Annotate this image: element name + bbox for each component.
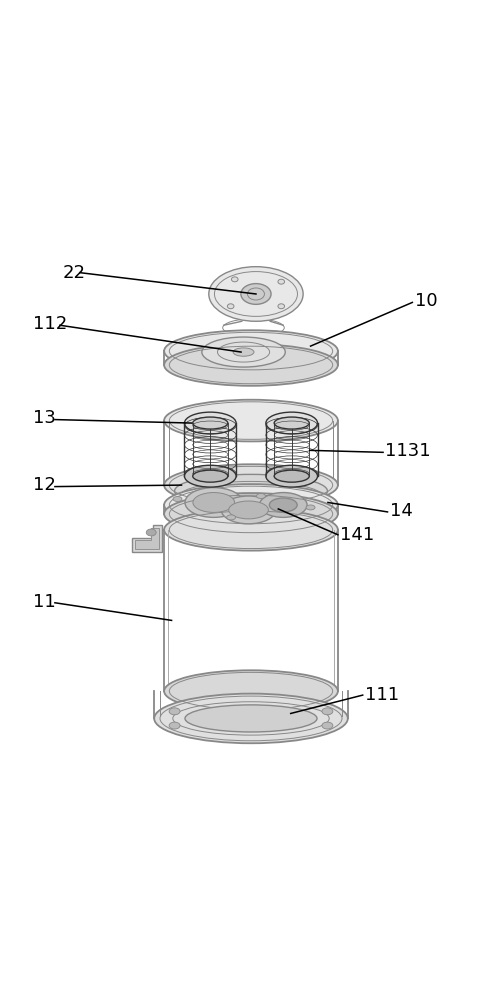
Ellipse shape (228, 501, 268, 519)
Ellipse shape (164, 400, 337, 441)
Ellipse shape (184, 465, 235, 487)
Text: 10: 10 (414, 292, 436, 310)
Ellipse shape (192, 417, 227, 429)
Ellipse shape (164, 344, 337, 386)
Ellipse shape (184, 705, 317, 732)
Ellipse shape (231, 277, 237, 282)
Ellipse shape (226, 515, 235, 520)
Ellipse shape (164, 484, 337, 526)
Ellipse shape (278, 279, 284, 284)
Ellipse shape (266, 465, 317, 487)
Ellipse shape (169, 722, 180, 729)
Ellipse shape (208, 267, 303, 321)
Ellipse shape (221, 496, 275, 524)
Ellipse shape (146, 529, 156, 536)
Polygon shape (135, 528, 158, 549)
Ellipse shape (169, 708, 180, 715)
Ellipse shape (259, 493, 307, 517)
Ellipse shape (227, 304, 233, 309)
Polygon shape (132, 525, 161, 552)
Ellipse shape (232, 348, 254, 356)
Ellipse shape (173, 497, 182, 501)
Ellipse shape (184, 488, 242, 517)
Ellipse shape (269, 498, 297, 512)
Ellipse shape (274, 470, 309, 482)
Text: 14: 14 (389, 502, 412, 520)
Ellipse shape (201, 337, 285, 367)
Text: 1131: 1131 (384, 442, 430, 460)
Ellipse shape (192, 470, 227, 482)
Ellipse shape (154, 694, 347, 743)
Ellipse shape (306, 505, 315, 510)
Ellipse shape (321, 722, 332, 729)
Ellipse shape (278, 304, 284, 309)
Ellipse shape (321, 708, 332, 715)
Ellipse shape (256, 494, 265, 499)
Ellipse shape (274, 417, 309, 429)
Text: 141: 141 (340, 526, 374, 544)
Ellipse shape (240, 284, 271, 304)
Ellipse shape (164, 464, 337, 506)
Ellipse shape (164, 509, 337, 551)
Text: 11: 11 (33, 593, 55, 611)
Ellipse shape (164, 493, 337, 535)
Text: 13: 13 (33, 409, 55, 427)
Text: 111: 111 (364, 686, 398, 704)
Text: 12: 12 (33, 476, 55, 494)
Ellipse shape (184, 412, 235, 434)
Ellipse shape (174, 474, 327, 508)
Text: 22: 22 (62, 264, 85, 282)
Ellipse shape (266, 412, 317, 434)
Text: 112: 112 (33, 315, 67, 333)
Ellipse shape (164, 330, 337, 372)
Ellipse shape (164, 670, 337, 712)
Ellipse shape (192, 493, 234, 512)
